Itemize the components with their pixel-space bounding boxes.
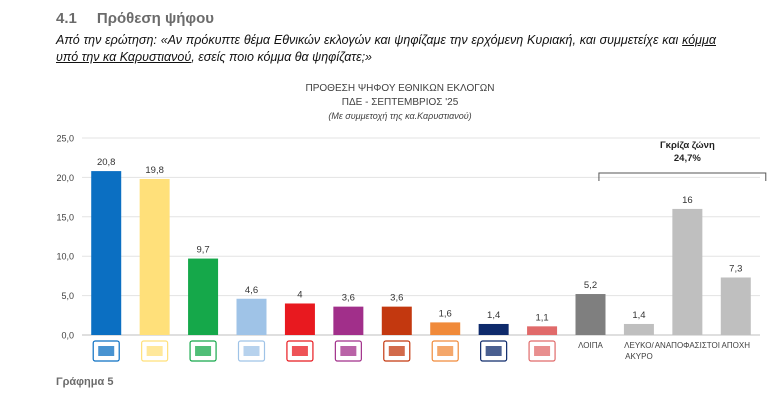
party-logo-mark xyxy=(195,346,212,356)
question-text-part1: Από την ερώτηση: «Αν πρόκυπτε θέμα Εθνικ… xyxy=(56,33,683,47)
data-label: 1,1 xyxy=(535,312,548,323)
party-logo-icon xyxy=(528,340,556,362)
grey-zone-label: Γκρίζα ζώνη xyxy=(660,140,715,151)
x-tick-label: ΛΕΥΚΟ/ xyxy=(624,341,654,350)
party-logo-icon xyxy=(141,340,169,362)
x-tick-label: ΑΚΥΡΟ xyxy=(625,352,653,361)
data-label: 3,6 xyxy=(390,293,403,304)
party-logo-mark xyxy=(291,346,308,356)
party-logo-mark xyxy=(98,346,115,356)
chart-title: ΠΡΟΘΕΣΗ ΨΗΦΟΥ ΕΘΝΙΚΩΝ ΕΚΛΟΓΩΝ xyxy=(305,83,495,94)
y-tick-label: 15,0 xyxy=(56,212,74,222)
party-logo-icon xyxy=(334,340,362,362)
x-tick-label: ΛΟΙΠΑ xyxy=(578,341,603,350)
party-logo-icon xyxy=(189,340,217,362)
y-tick-label: 5,0 xyxy=(61,291,74,301)
section-number: 4.1 xyxy=(56,10,77,27)
bar-10 xyxy=(527,326,558,335)
party-logo-mark xyxy=(146,346,163,356)
bar-3 xyxy=(188,258,219,335)
data-label: 7,3 xyxy=(729,263,742,274)
party-logo-icon xyxy=(286,340,314,362)
section-heading: 4.1 Πρόθεση ψήφου xyxy=(56,10,214,27)
data-label: 20,8 xyxy=(97,157,116,168)
bar-4 xyxy=(236,298,267,335)
data-label: 9,7 xyxy=(196,245,209,256)
y-tick-label: 10,0 xyxy=(56,252,74,262)
chart-subtitle: ΠΔΕ - ΣΕΠΤΕΜΒΡΙΟΣ '25 xyxy=(341,97,459,108)
x-tick-label: ΑΠΟΧΗ xyxy=(722,341,751,350)
data-label: 4 xyxy=(297,289,302,300)
bar-8 xyxy=(430,322,461,335)
bar-7 xyxy=(381,306,412,335)
bar-1 xyxy=(91,171,122,335)
y-tick-label: 25,0 xyxy=(56,134,74,144)
party-logo-mark xyxy=(388,346,405,356)
party-logo-icon xyxy=(92,340,120,362)
question-text-part2: , εσείς ποιο κόμμα θα ψηφίζατε;» xyxy=(191,50,372,64)
data-label: 3,6 xyxy=(342,293,355,304)
figure-caption: Γράφημα 5 xyxy=(56,376,114,388)
x-tick-label: ΑΝΑΠΟΦΑΣΙΣΤΟΙ xyxy=(655,341,720,350)
bar-13 xyxy=(672,208,703,335)
party-logo-icon xyxy=(383,340,411,362)
bar-5 xyxy=(284,303,315,335)
bar-9 xyxy=(478,323,509,335)
data-label: 5,2 xyxy=(584,280,597,291)
bar-14 xyxy=(720,277,751,335)
section-title: Πρόθεση ψήφου xyxy=(96,10,215,27)
question-text-underlined: κόμμα υπό την κα Καρυστιανού xyxy=(56,33,716,64)
party-logo-icon xyxy=(480,340,508,362)
y-tick-label: 0,0 xyxy=(61,331,74,341)
data-label: 16 xyxy=(682,195,693,206)
party-logo-mark xyxy=(485,346,502,356)
party-logo-mark xyxy=(437,346,454,356)
y-tick-label: 20,0 xyxy=(56,173,74,183)
party-logo-mark xyxy=(534,346,551,356)
bar-12 xyxy=(623,323,654,335)
data-label: 19,8 xyxy=(145,165,164,176)
data-label: 4,6 xyxy=(245,285,258,296)
party-logo-icon xyxy=(237,340,266,362)
data-label: 1,6 xyxy=(439,308,452,319)
bar-6 xyxy=(333,306,364,335)
bar-2 xyxy=(139,178,170,335)
chart-note: (Με συμμετοχή της κα.Καρυστιανού) xyxy=(328,111,472,121)
data-label: 1,4 xyxy=(632,310,645,321)
data-label: 1,4 xyxy=(487,310,500,321)
grey-zone-value: 24,7% xyxy=(674,153,701,164)
party-logo-icon xyxy=(431,340,459,362)
party-logo-mark xyxy=(340,346,357,356)
survey-question: Από την ερώτηση: «Αν πρόκυπτε θέμα Εθνικ… xyxy=(56,32,716,66)
party-logo-mark xyxy=(243,346,260,356)
bar-11 xyxy=(575,294,606,335)
grey-zone-bracket xyxy=(598,172,767,181)
